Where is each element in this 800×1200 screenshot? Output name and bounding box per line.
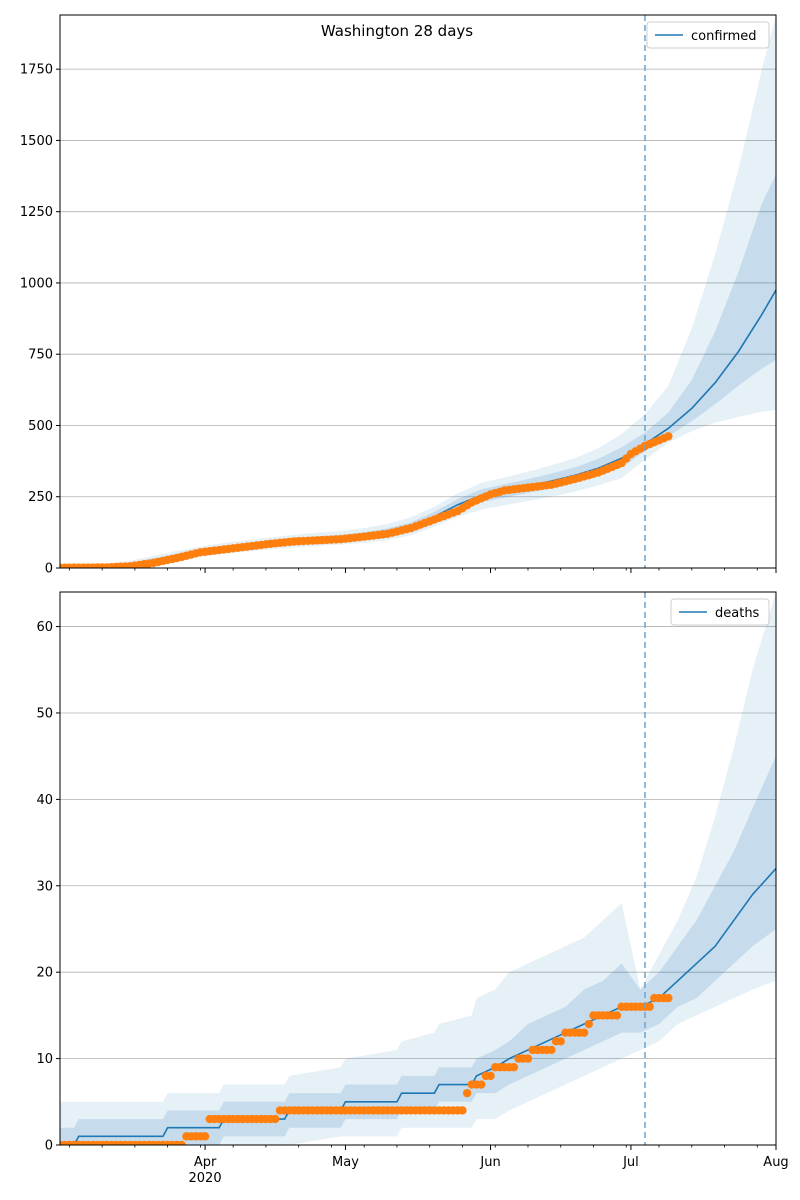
x-tick-label: Jun [479,1155,500,1170]
y-tick-label: 500 [28,419,53,434]
x-tick-label: Apr [194,1155,217,1170]
y-tick-label: 20 [36,966,53,981]
legend-box [646,21,770,49]
inner-uncertainty-band [60,174,776,568]
y-tick-label: 750 [28,348,53,363]
observed-point [509,1063,519,1072]
y-tick-label: 60 [36,620,53,635]
x-tick-label: Aug [763,1155,788,1170]
axes-frame [59,14,777,569]
chart-title: Washington 28 days [321,22,473,40]
y-tick-label: 50 [36,706,53,721]
confirmed-panel: 0 250 500 750 1000 1250 1500 1750 confirmed [20,14,777,577]
observed-point [664,993,673,1003]
model-series-line [60,867,776,1145]
x-tick-label: May [332,1155,359,1170]
observed-point [664,432,673,441]
observed-point [462,1088,472,1098]
y-tick-label: 1250 [20,205,53,220]
legend-label: deaths [715,606,760,621]
observed-point [458,1106,467,1115]
observed-point [584,1019,594,1029]
y-tick-label: 0 [45,1139,53,1154]
observed-point [476,1080,486,1089]
y-tick-label: 0 [45,562,53,577]
observed-point [486,1071,495,1081]
y-tick-label: 10 [36,1052,53,1067]
y-tick-label: 1000 [20,276,53,291]
observed-point [579,1028,589,1037]
observed-point [200,1132,210,1141]
legend: deaths [670,598,770,626]
observed-point [271,1114,280,1124]
axes-frame [59,591,777,1146]
y-tick-label: 30 [36,879,53,894]
plot-area [60,15,776,568]
observed-point [612,1011,622,1020]
observed-point [523,1054,533,1063]
y-tick-label: 1750 [20,63,53,78]
y-tick-label: 40 [36,793,53,808]
observed-point [645,1002,654,1011]
x-tick-label: Jul [622,1155,639,1170]
legend-label: confirmed [691,29,757,44]
observed-point [556,1037,565,1046]
y-tick-label: 250 [28,490,53,505]
y-tick-label: 1500 [20,134,53,149]
outer-uncertainty-band [60,15,776,568]
observed-point [177,1140,186,1145]
legend-box [670,598,770,626]
plot-area [60,592,776,1145]
legend: confirmed [646,21,770,49]
outer-uncertainty-band [60,592,776,1145]
x-year-label: 2020 [189,1171,222,1186]
observed-point [547,1045,556,1055]
